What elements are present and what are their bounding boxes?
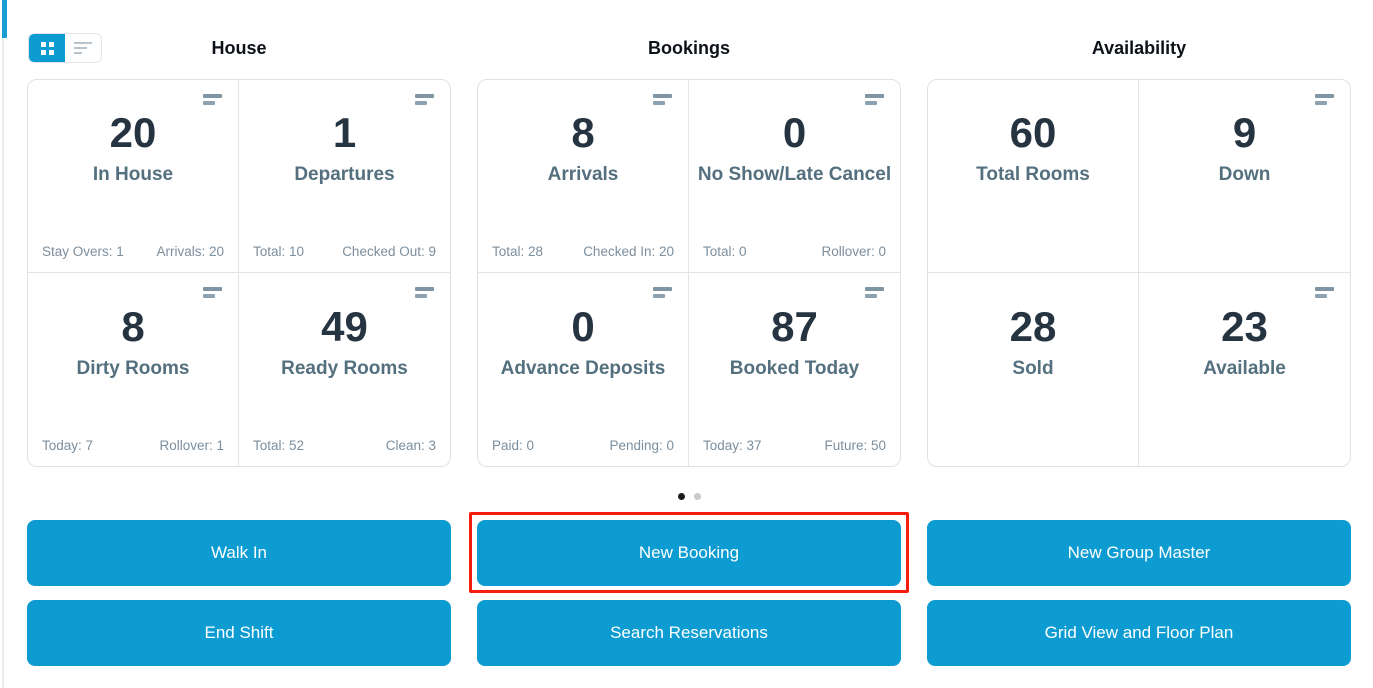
stat-sub-right: Pending: 0 (609, 438, 674, 453)
left-accent-bar (2, 0, 7, 38)
stat-sub-left: Stay Overs: 1 (42, 244, 124, 259)
grid-icon (41, 42, 54, 55)
stat-sub-left: Total: 52 (253, 438, 304, 453)
card-no-show-late-cancel[interactable]: 0 No Show/Late Cancel Total: 0 Rollover:… (689, 80, 900, 273)
dashboard-page: House Bookings Availability 20 In House … (0, 0, 1373, 688)
stat-label: Total Rooms (976, 164, 1090, 186)
stat-groups: 20 In House Stay Overs: 1 Arrivals: 20 1… (27, 79, 1351, 467)
new-booking-button[interactable]: New Booking (477, 520, 901, 586)
section-header-availability: Availability (927, 33, 1351, 63)
group-bookings: 8 Arrivals Total: 28 Checked In: 20 0 No… (477, 79, 901, 467)
stat-label: Dirty Rooms (77, 358, 190, 380)
stat-value: 60 (1010, 110, 1057, 156)
new-group-master-button[interactable]: New Group Master (927, 520, 1351, 586)
walk-in-button[interactable]: Walk In (27, 520, 451, 586)
end-shift-button[interactable]: End Shift (27, 600, 451, 666)
stat-value: 8 (121, 304, 144, 350)
stat-sub-right: Rollover: 1 (159, 438, 224, 453)
stat-value: 23 (1221, 304, 1268, 350)
stat-label: Down (1219, 164, 1271, 186)
left-border-line (2, 0, 4, 688)
stat-value: 9 (1233, 110, 1256, 156)
stat-sub-right: Future: 50 (824, 438, 886, 453)
stat-label: Advance Deposits (501, 358, 666, 380)
card-footer: Total: 0 Rollover: 0 (689, 244, 900, 272)
card-dirty-rooms[interactable]: 8 Dirty Rooms Today: 7 Rollover: 1 (28, 273, 239, 466)
card-footer: Total: 28 Checked In: 20 (478, 244, 688, 272)
view-toggle (28, 33, 102, 63)
list-icon (74, 42, 92, 54)
stat-value: 49 (321, 304, 368, 350)
carousel-dot-2[interactable] (694, 493, 701, 500)
stat-sub-right: Rollover: 0 (821, 244, 886, 259)
stat-value: 87 (771, 304, 818, 350)
card-available[interactable]: 23 Available (1139, 273, 1350, 466)
carousel-dot-1[interactable] (678, 493, 685, 500)
stat-value: 20 (110, 110, 157, 156)
stat-sub-left: Today: 7 (42, 438, 93, 453)
stat-label: Ready Rooms (281, 358, 408, 380)
stat-label: Departures (294, 164, 394, 186)
stat-label: Booked Today (730, 358, 860, 380)
card-footer: Stay Overs: 1 Arrivals: 20 (28, 244, 238, 272)
stat-value: 28 (1010, 304, 1057, 350)
stat-label: Sold (1012, 358, 1053, 380)
search-reservations-button[interactable]: Search Reservations (477, 600, 901, 666)
dashboard-content: House Bookings Availability 20 In House … (27, 0, 1351, 666)
stat-sub-left: Today: 37 (703, 438, 762, 453)
group-house: 20 In House Stay Overs: 1 Arrivals: 20 1… (27, 79, 451, 467)
stat-sub-right: Checked In: 20 (583, 244, 674, 259)
card-total-rooms[interactable]: 60 Total Rooms (928, 80, 1139, 273)
stat-value: 8 (571, 110, 594, 156)
card-footer: Total: 10 Checked Out: 9 (239, 244, 450, 272)
card-ready-rooms[interactable]: 49 Ready Rooms Total: 52 Clean: 3 (239, 273, 450, 466)
card-advance-deposits[interactable]: 0 Advance Deposits Paid: 0 Pending: 0 (478, 273, 689, 466)
group-availability: 60 Total Rooms 9 Down 28 Sold (927, 79, 1351, 467)
header-row: House Bookings Availability (27, 33, 1351, 63)
stat-value: 1 (333, 110, 356, 156)
stat-sub-left: Total: 0 (703, 244, 747, 259)
carousel-dots (27, 493, 1351, 500)
stat-sub-right: Arrivals: 20 (156, 244, 224, 259)
stat-label: No Show/Late Cancel (698, 164, 891, 186)
card-footer: Paid: 0 Pending: 0 (478, 438, 688, 466)
grid-view-floor-plan-button[interactable]: Grid View and Floor Plan (927, 600, 1351, 666)
stat-label: Arrivals (548, 164, 619, 186)
stat-value: 0 (571, 304, 594, 350)
stat-label: In House (93, 164, 173, 186)
card-booked-today[interactable]: 87 Booked Today Today: 37 Future: 50 (689, 273, 900, 466)
grid-view-button[interactable] (29, 34, 65, 62)
stat-sub-right: Clean: 3 (386, 438, 436, 453)
stat-sub-left: Total: 10 (253, 244, 304, 259)
list-view-button[interactable] (65, 34, 101, 62)
stat-value: 0 (783, 110, 806, 156)
card-arrivals[interactable]: 8 Arrivals Total: 28 Checked In: 20 (478, 80, 689, 273)
card-sold[interactable]: 28 Sold (928, 273, 1139, 466)
card-footer: Total: 52 Clean: 3 (239, 438, 450, 466)
stat-sub-right: Checked Out: 9 (342, 244, 436, 259)
card-in-house[interactable]: 20 In House Stay Overs: 1 Arrivals: 20 (28, 80, 239, 273)
stat-sub-left: Paid: 0 (492, 438, 534, 453)
stat-sub-left: Total: 28 (492, 244, 543, 259)
stat-label: Available (1203, 358, 1286, 380)
section-header-bookings: Bookings (477, 33, 901, 63)
card-departures[interactable]: 1 Departures Total: 10 Checked Out: 9 (239, 80, 450, 273)
card-footer: Today: 37 Future: 50 (689, 438, 900, 466)
card-footer: Today: 7 Rollover: 1 (28, 438, 238, 466)
action-buttons: Walk In New Booking New Group Master End… (27, 520, 1351, 666)
card-down[interactable]: 9 Down (1139, 80, 1350, 273)
